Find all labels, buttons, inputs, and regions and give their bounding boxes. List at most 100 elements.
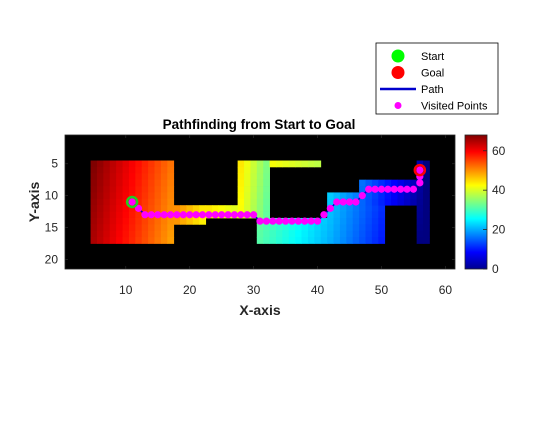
heat-cell	[352, 217, 360, 225]
heat-cell	[237, 186, 245, 193]
heat-cell	[327, 217, 334, 225]
heat-cell	[371, 192, 379, 200]
heat-cell	[160, 192, 168, 200]
heat-cell	[103, 230, 111, 238]
visited-point	[307, 217, 315, 225]
heat-cell	[135, 217, 143, 225]
heat-cell	[109, 166, 117, 174]
visited-point	[326, 204, 334, 212]
legend-swatch	[391, 49, 405, 63]
heat-cell	[410, 192, 418, 200]
heat-cell	[154, 237, 162, 244]
heat-cell	[301, 224, 309, 232]
heat-cell	[410, 179, 418, 187]
visited-point	[345, 198, 354, 206]
heat-cell	[416, 230, 424, 238]
heat-cell	[141, 237, 149, 244]
heat-cell	[122, 211, 130, 219]
heat-cell	[371, 205, 379, 212]
heat-cell	[263, 237, 270, 244]
x-tick-label: 50	[375, 283, 389, 297]
heat-cell	[263, 192, 270, 200]
heat-cell	[160, 237, 168, 244]
heat-cell	[116, 205, 123, 212]
visited-point	[403, 185, 411, 193]
legend: Start Goal Path Visited Points	[375, 42, 499, 115]
heat-cell	[365, 205, 373, 212]
heat-cell	[167, 192, 175, 200]
heat-cell	[90, 237, 98, 244]
heat-cell	[263, 186, 270, 193]
heat-cell	[397, 198, 405, 206]
heat-cell	[135, 211, 143, 219]
heat-cell	[128, 166, 136, 174]
heat-cell	[96, 198, 104, 206]
heat-cell	[275, 224, 283, 232]
visited-point	[147, 211, 155, 219]
heat-cell	[365, 224, 373, 232]
heat-cell	[96, 230, 104, 238]
heat-cell	[148, 166, 155, 174]
heat-cell	[109, 224, 117, 232]
heat-cell	[282, 237, 290, 244]
heat-cell	[160, 160, 168, 168]
heat-cell	[135, 192, 143, 200]
heat-cell	[295, 224, 302, 232]
heat-cell	[307, 237, 315, 244]
heat-cell	[288, 237, 296, 244]
heat-cell	[256, 160, 264, 168]
heat-cell	[103, 192, 111, 200]
heat-cell	[103, 211, 111, 219]
heat-cell	[154, 192, 162, 200]
heat-cell	[244, 173, 251, 181]
heat-cell	[327, 224, 334, 232]
heat-cell	[275, 230, 283, 238]
heat-cell	[365, 217, 373, 225]
heat-cell	[378, 205, 386, 212]
heat-cell	[122, 160, 130, 168]
heat-cell	[90, 186, 98, 193]
heat-cell	[423, 173, 430, 181]
heat-cell	[269, 160, 277, 168]
heat-cell	[371, 217, 379, 225]
heat-cell	[160, 173, 168, 181]
heat-cell	[167, 160, 175, 168]
heat-cell	[365, 192, 373, 200]
heat-cell	[122, 179, 130, 187]
heat-cell	[346, 237, 354, 244]
heat-cell	[141, 205, 149, 212]
heat-cell	[256, 205, 264, 212]
plot-frame	[64, 134, 456, 270]
heat-cell	[116, 173, 123, 181]
heat-cell	[237, 205, 245, 212]
heat-cell	[352, 230, 360, 238]
heat-cell	[301, 237, 309, 244]
legend-label: Visited Points	[421, 101, 488, 113]
heat-cell	[160, 224, 168, 232]
heat-cell	[378, 211, 386, 219]
visited-point	[339, 198, 347, 206]
y-tick-label: 5	[51, 157, 58, 171]
heat-cell	[122, 186, 130, 193]
heat-cell	[96, 224, 104, 232]
visited-point	[358, 192, 366, 200]
heat-cell	[231, 205, 239, 212]
heat-cell	[244, 179, 251, 187]
heat-cell	[128, 217, 136, 225]
heat-cell	[109, 173, 117, 181]
heat-cell	[186, 205, 194, 212]
heat-cell	[352, 237, 360, 244]
heat-cell	[314, 160, 322, 168]
heat-cell	[339, 217, 347, 225]
heat-cell	[397, 192, 405, 200]
heat-cell	[224, 205, 232, 212]
heat-cell	[180, 205, 187, 212]
heat-cell	[346, 217, 354, 225]
heat-cell	[90, 198, 98, 206]
heat-cell	[160, 217, 168, 225]
visited-point	[154, 211, 162, 219]
heat-cell	[103, 217, 111, 225]
heat-cell	[141, 230, 149, 238]
